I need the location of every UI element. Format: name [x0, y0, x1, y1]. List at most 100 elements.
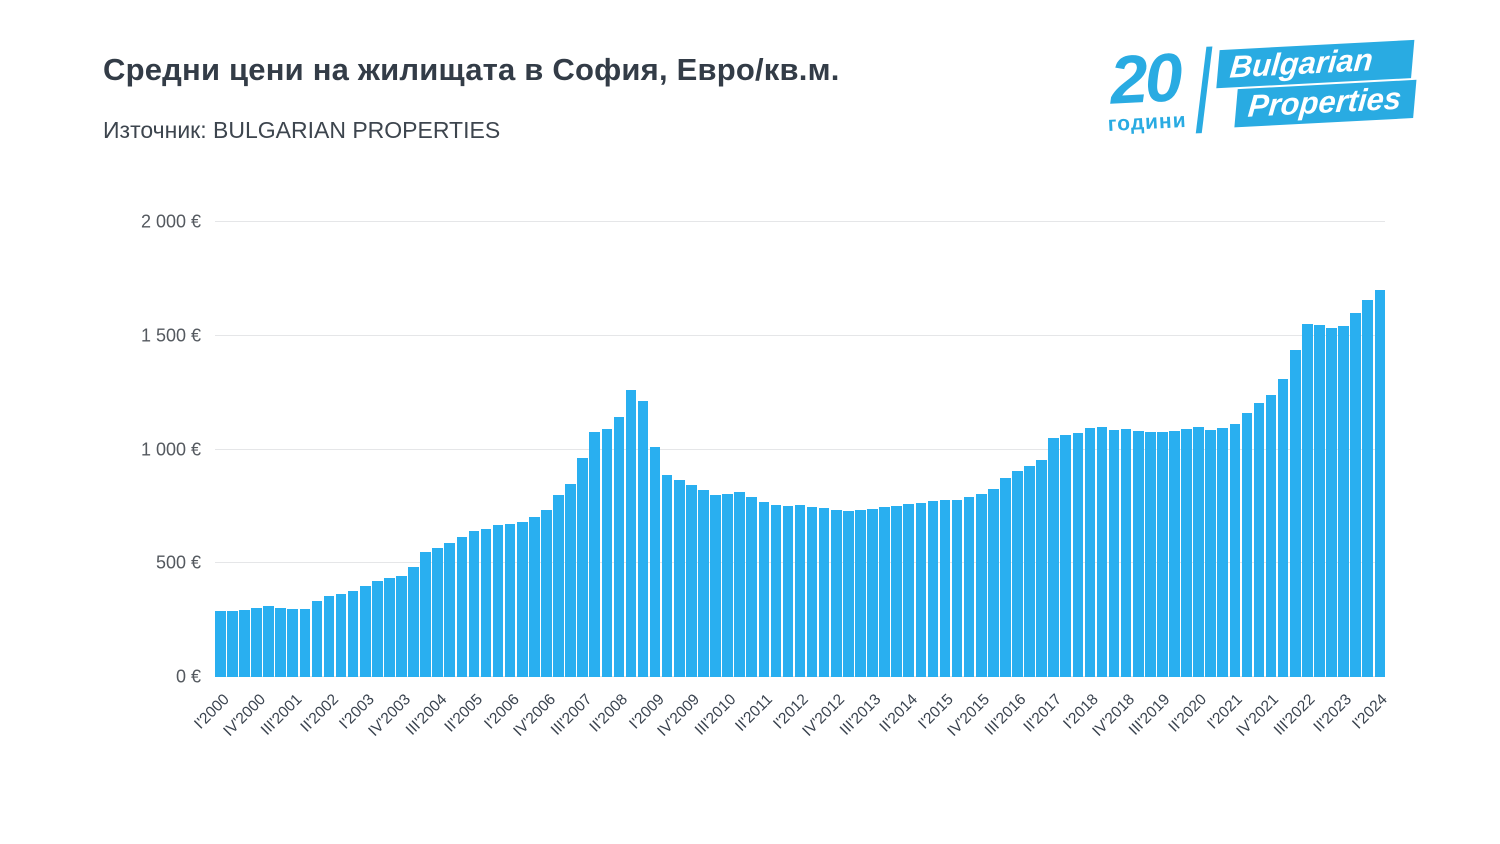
- bar: [637, 400, 649, 677]
- bar: [1253, 402, 1265, 677]
- bar: [939, 500, 951, 677]
- bar: [239, 609, 250, 677]
- bar: [1169, 431, 1180, 677]
- x-tick-label: II'2011: [732, 691, 776, 735]
- bar: [1314, 324, 1325, 677]
- bar: [722, 493, 733, 677]
- gridline: [215, 221, 1385, 222]
- bar: [963, 496, 975, 677]
- bar: [975, 493, 987, 677]
- bar: [1000, 477, 1011, 677]
- chart-title: Средни цени на жилищата в София, Евро/кв…: [103, 52, 840, 87]
- bar-chart: 0 €500 €1 000 €1 500 €2 000 € I'2000 IV'2…: [141, 212, 1391, 740]
- bar: [1374, 290, 1386, 677]
- bar: [951, 499, 963, 677]
- bar: [565, 484, 576, 677]
- bar: [577, 458, 588, 677]
- bar: [251, 608, 262, 677]
- bulgarian-properties-logo: 20 години Bulgarian Properties: [1104, 36, 1417, 138]
- logo-brand-line2: Properties: [1234, 79, 1417, 127]
- bar: [1157, 432, 1168, 677]
- logo-years-number: 20: [1107, 39, 1182, 119]
- bar: [287, 608, 299, 677]
- bar: [1024, 465, 1035, 677]
- bar: [673, 479, 685, 677]
- bar: [1326, 328, 1337, 677]
- x-tick-label: II'2005: [441, 691, 487, 736]
- bar: [758, 502, 770, 677]
- bar: [661, 474, 673, 677]
- y-tick-label: 1 000 €: [140, 439, 201, 459]
- bars-container: [215, 222, 1386, 677]
- bar: [1181, 429, 1192, 677]
- bar: [347, 591, 359, 677]
- bar: [1338, 326, 1349, 677]
- bar: [492, 525, 504, 677]
- y-tick-label: 2 000 €: [140, 211, 201, 232]
- bar: [710, 495, 721, 677]
- logo-divider: [1195, 46, 1213, 134]
- bar: [1084, 427, 1096, 677]
- bar: [480, 528, 492, 677]
- bar: [1145, 431, 1156, 677]
- x-tick-label: I'2024: [1349, 691, 1392, 733]
- bar: [649, 447, 661, 677]
- bar: [625, 390, 637, 677]
- bar: [988, 489, 999, 677]
- bar: [541, 510, 552, 677]
- y-tick-label: 1 500 €: [140, 325, 201, 346]
- bar: [299, 609, 311, 677]
- bar: [263, 606, 274, 677]
- bar: [601, 429, 613, 677]
- bar: [1060, 435, 1072, 677]
- bar: [1289, 349, 1301, 677]
- bar: [1362, 300, 1373, 677]
- bar: [698, 490, 709, 677]
- bar: [891, 505, 902, 677]
- bar: [1217, 428, 1229, 677]
- bar: [1072, 433, 1084, 677]
- bar: [915, 502, 927, 677]
- bar: [1350, 312, 1361, 677]
- bar: [589, 431, 600, 677]
- bar: [215, 611, 226, 677]
- bar: [420, 552, 431, 677]
- x-tick-label: II'2023: [1310, 691, 1355, 736]
- bar: [275, 608, 286, 677]
- bar: [1048, 437, 1059, 677]
- bar: [372, 581, 383, 677]
- bar: [903, 504, 915, 677]
- bar: [468, 531, 480, 677]
- x-tick-label: II'2014: [875, 691, 921, 736]
- bar: [1302, 323, 1313, 677]
- gridline: [215, 448, 1385, 450]
- bar: [1132, 430, 1144, 677]
- bar: [855, 510, 866, 677]
- bar: [818, 508, 830, 677]
- bar: [794, 505, 806, 677]
- bar: [746, 497, 758, 677]
- bar: [782, 505, 794, 677]
- bar: [227, 610, 238, 677]
- bar: [432, 547, 443, 677]
- bar: [1096, 426, 1108, 677]
- logo-20-years: 20 години: [1104, 39, 1187, 137]
- y-tick-label: 500 €: [155, 552, 201, 573]
- bar: [734, 492, 745, 677]
- x-axis: I'2000 IV'2000 III'2001 II'2002 I'2003 IV'200…: [192, 677, 1391, 807]
- bar: [311, 601, 323, 677]
- gridline: [215, 334, 1385, 336]
- bar: [1205, 429, 1216, 677]
- bar: [879, 507, 890, 677]
- x-tick-label: II'2002: [297, 691, 342, 736]
- bar: [335, 593, 347, 677]
- bar: [1120, 429, 1132, 677]
- logo-brand-name: Bulgarian Properties: [1216, 40, 1417, 127]
- bar: [867, 508, 878, 677]
- bar: [927, 501, 939, 677]
- bar: [1241, 412, 1253, 677]
- bar: [613, 416, 625, 677]
- x-tick-label: II'2017: [1020, 691, 1066, 736]
- bar: [1012, 470, 1023, 677]
- bar: [408, 567, 419, 677]
